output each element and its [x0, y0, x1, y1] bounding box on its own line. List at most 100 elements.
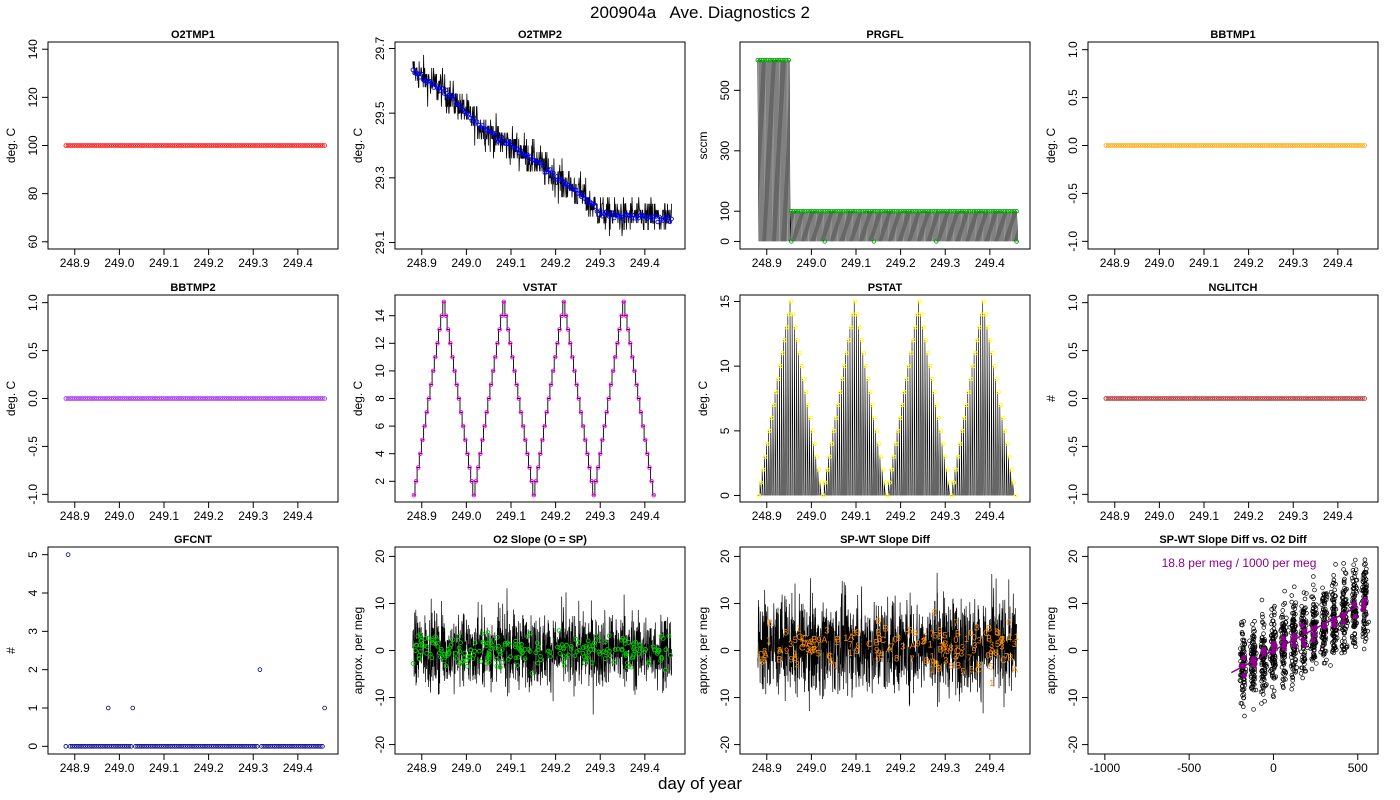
x-tick-label: 249.3	[238, 256, 268, 270]
data-point	[1287, 624, 1293, 630]
data-point	[760, 467, 766, 472]
data-point	[953, 467, 959, 472]
cycle-label: B	[994, 627, 1000, 637]
data-point	[810, 208, 815, 214]
data-point	[490, 368, 496, 374]
data-point	[180, 143, 186, 148]
data-point	[912, 208, 917, 214]
y-tick-label: -0.5	[1066, 183, 1080, 204]
data-point	[300, 143, 306, 148]
data-point	[1160, 396, 1165, 401]
data-point	[1349, 143, 1354, 148]
cycle-label: C	[954, 646, 961, 656]
data-point	[154, 744, 160, 749]
data-point	[1261, 684, 1266, 690]
data-point	[853, 299, 858, 304]
y-tick-label: 4	[26, 589, 40, 596]
data-point	[78, 143, 84, 148]
average-point	[662, 667, 668, 673]
plot-area-bbtmp1	[1103, 143, 1367, 148]
data-point	[805, 402, 811, 408]
data-point	[1110, 396, 1115, 401]
data-point	[1312, 648, 1317, 653]
average-point	[494, 634, 500, 640]
raw-trace	[757, 60, 1018, 242]
cycle-label: B	[936, 663, 942, 673]
data-point	[1312, 143, 1317, 148]
data-point	[559, 313, 564, 318]
data-point	[1261, 625, 1267, 630]
average-point	[447, 93, 452, 98]
average-point	[424, 650, 430, 656]
y-tick-label: -0.5	[1066, 436, 1080, 457]
x-tick-label: 248.9	[1100, 256, 1130, 270]
data-point	[307, 396, 312, 401]
data-point	[987, 338, 993, 343]
data-point	[550, 368, 556, 374]
data-point	[1353, 143, 1359, 148]
cycle-label: 1	[833, 661, 838, 671]
cycle-label: 7	[954, 644, 959, 654]
y-tick-label: 10	[1066, 596, 1080, 610]
cycle-label: 9	[932, 607, 937, 617]
data-point	[632, 368, 637, 374]
data-point	[889, 467, 894, 472]
data-point	[1311, 602, 1316, 608]
data-point	[1309, 643, 1315, 648]
data-point	[63, 744, 69, 749]
data-point	[1127, 143, 1133, 148]
data-point	[1282, 628, 1287, 633]
y-tick-label: 29.3	[373, 166, 387, 190]
average-point	[419, 643, 425, 648]
x-tick-label: 249.3	[585, 509, 615, 523]
data-point	[111, 744, 116, 749]
data-point	[1292, 143, 1298, 148]
data-point	[940, 441, 946, 447]
data-point	[74, 143, 80, 148]
data-point	[176, 744, 182, 749]
x-tick-label: 249.2	[541, 761, 571, 775]
data-point	[1349, 635, 1355, 641]
cycle-label: 7	[905, 630, 910, 640]
data-point	[757, 57, 763, 63]
data-point	[1290, 678, 1295, 683]
data-point	[294, 744, 299, 749]
y-tick-label: 15	[718, 294, 732, 308]
data-point	[469, 479, 474, 484]
data-point	[625, 327, 631, 332]
data-point	[824, 208, 829, 214]
data-point	[1210, 143, 1215, 148]
data-point	[207, 143, 212, 148]
data-point	[276, 143, 282, 148]
average-point	[456, 634, 462, 639]
data-point	[1009, 208, 1015, 214]
cycle-label: 3	[943, 656, 948, 666]
data-point	[475, 465, 481, 470]
data-point	[222, 744, 227, 749]
data-point	[926, 208, 932, 214]
data-point	[1351, 639, 1356, 645]
fit-annotation: 18.8 per meg / 1000 per meg	[1162, 556, 1317, 570]
data-point	[204, 744, 210, 749]
average-point	[433, 81, 438, 87]
average-point	[464, 664, 470, 669]
data-point	[133, 396, 138, 401]
cycle-label: 1	[843, 633, 848, 643]
data-point	[927, 363, 933, 369]
data-point	[1343, 571, 1349, 576]
data-point	[1155, 143, 1161, 148]
y-axis-label: approx. per meg	[351, 607, 365, 694]
data-point	[1251, 681, 1256, 687]
data-point	[237, 396, 243, 401]
average-point	[563, 181, 568, 186]
data-point	[257, 396, 262, 401]
data-point	[428, 382, 434, 387]
data-point	[72, 143, 77, 148]
cycle-label: 1	[928, 639, 933, 649]
data-point	[1301, 143, 1307, 148]
y-tick-label: 2	[373, 478, 387, 485]
data-point	[585, 451, 590, 456]
data-point	[224, 744, 230, 749]
data-point	[252, 396, 258, 401]
average-point	[486, 660, 492, 665]
